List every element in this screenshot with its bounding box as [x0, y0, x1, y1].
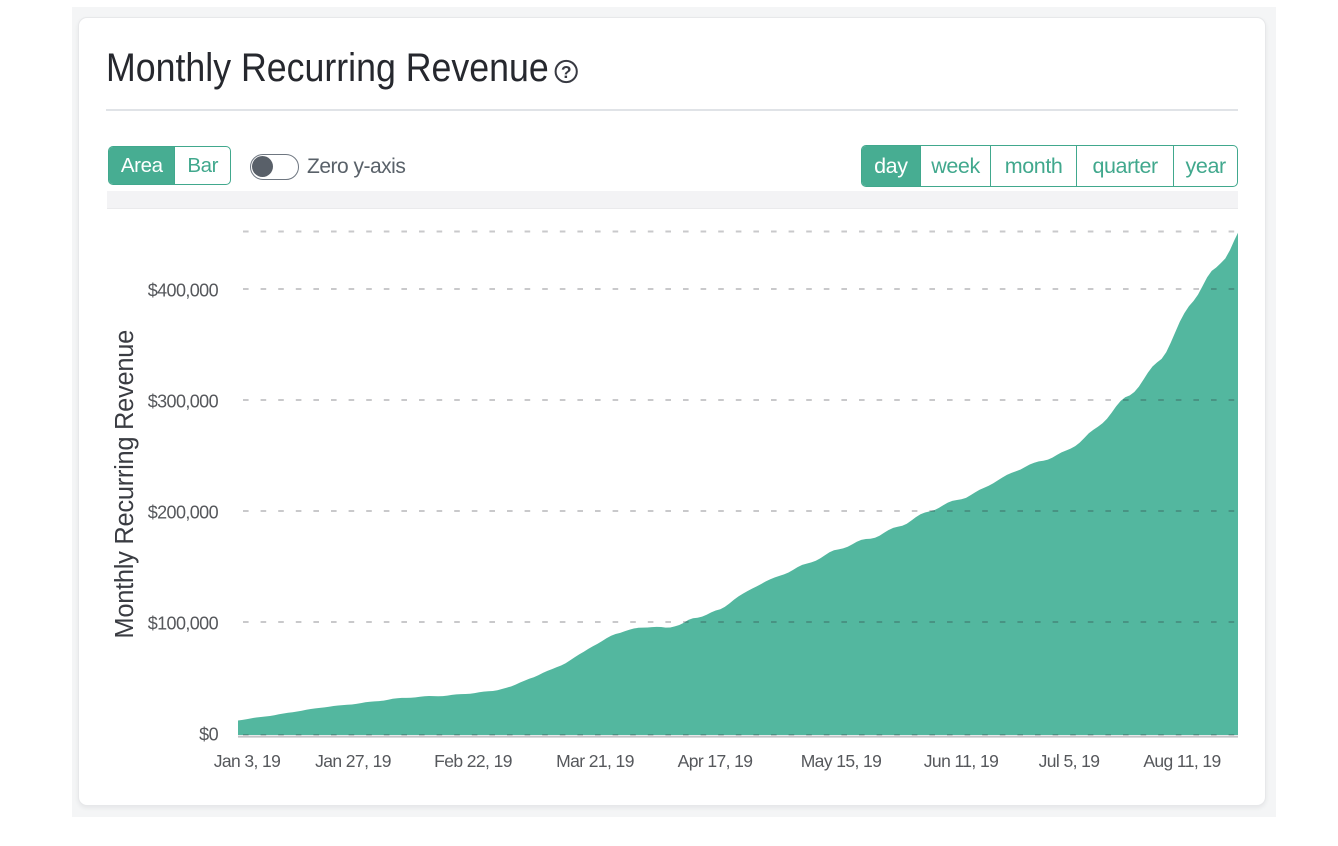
svg-text:Jan 3, 19: Jan 3, 19: [214, 751, 281, 771]
svg-text:$0: $0: [199, 725, 218, 745]
svg-text:$200,000: $200,000: [148, 503, 219, 523]
svg-text:$400,000: $400,000: [148, 281, 219, 301]
svg-text:Mar 21, 19: Mar 21, 19: [556, 751, 634, 771]
svg-text:Apr 17, 19: Apr 17, 19: [678, 751, 753, 771]
svg-text:Jul 5, 19: Jul 5, 19: [1039, 751, 1100, 771]
svg-text:Jun 11, 19: Jun 11, 19: [924, 751, 998, 771]
svg-text:May 15, 19: May 15, 19: [801, 751, 882, 771]
svg-text:Feb 22, 19: Feb 22, 19: [434, 751, 512, 771]
svg-text:$300,000: $300,000: [148, 392, 219, 412]
svg-text:Jan 27, 19: Jan 27, 19: [315, 751, 391, 771]
svg-text:?: ?: [561, 62, 572, 82]
svg-text:Aug 11, 19: Aug 11, 19: [1143, 751, 1220, 771]
svg-text:$100,000: $100,000: [148, 614, 219, 634]
